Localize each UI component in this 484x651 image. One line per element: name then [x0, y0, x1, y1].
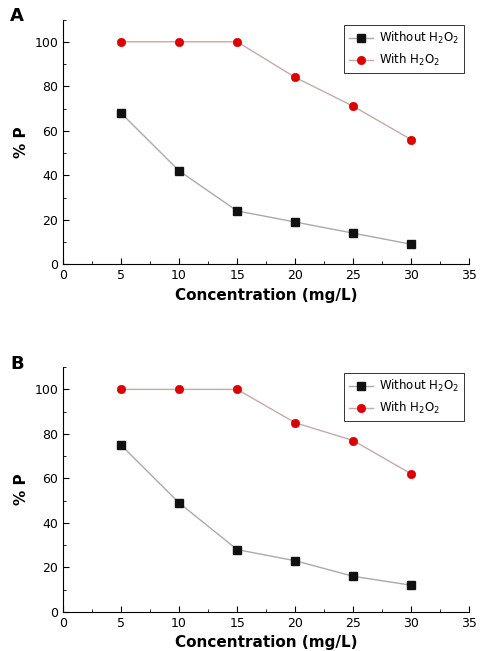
Without H$_2$O$_2$: [118, 109, 124, 117]
With H$_2$O$_2$: [292, 74, 298, 81]
With H$_2$O$_2$: [118, 38, 124, 46]
With H$_2$O$_2$: [350, 102, 356, 110]
Legend: Without H$_2$O$_2$, With H$_2$O$_2$: Without H$_2$O$_2$, With H$_2$O$_2$: [344, 373, 464, 421]
Line: With H$_2$O$_2$: With H$_2$O$_2$: [117, 385, 416, 478]
With H$_2$O$_2$: [350, 437, 356, 445]
Text: A: A: [10, 7, 24, 25]
Legend: Without H$_2$O$_2$, With H$_2$O$_2$: Without H$_2$O$_2$, With H$_2$O$_2$: [344, 25, 464, 73]
Y-axis label: % P: % P: [14, 126, 29, 158]
With H$_2$O$_2$: [292, 419, 298, 426]
Without H$_2$O$_2$: [234, 207, 240, 215]
Without H$_2$O$_2$: [118, 441, 124, 449]
With H$_2$O$_2$: [408, 136, 414, 144]
Line: Without H$_2$O$_2$: Without H$_2$O$_2$: [117, 441, 416, 589]
Without H$_2$O$_2$: [408, 581, 414, 589]
Without H$_2$O$_2$: [234, 546, 240, 553]
Without H$_2$O$_2$: [408, 240, 414, 248]
Without H$_2$O$_2$: [176, 499, 182, 506]
With H$_2$O$_2$: [234, 38, 240, 46]
Without H$_2$O$_2$: [350, 229, 356, 237]
X-axis label: Concentration (mg/L): Concentration (mg/L): [175, 288, 358, 303]
Line: With H$_2$O$_2$: With H$_2$O$_2$: [117, 38, 416, 144]
Without H$_2$O$_2$: [292, 218, 298, 226]
Without H$_2$O$_2$: [292, 557, 298, 564]
Without H$_2$O$_2$: [350, 572, 356, 580]
With H$_2$O$_2$: [234, 385, 240, 393]
Text: B: B: [10, 355, 24, 373]
Line: Without H$_2$O$_2$: Without H$_2$O$_2$: [117, 109, 416, 249]
X-axis label: Concentration (mg/L): Concentration (mg/L): [175, 635, 358, 650]
With H$_2$O$_2$: [118, 385, 124, 393]
With H$_2$O$_2$: [408, 470, 414, 478]
Without H$_2$O$_2$: [176, 167, 182, 174]
With H$_2$O$_2$: [176, 38, 182, 46]
Y-axis label: % P: % P: [14, 474, 29, 505]
With H$_2$O$_2$: [176, 385, 182, 393]
